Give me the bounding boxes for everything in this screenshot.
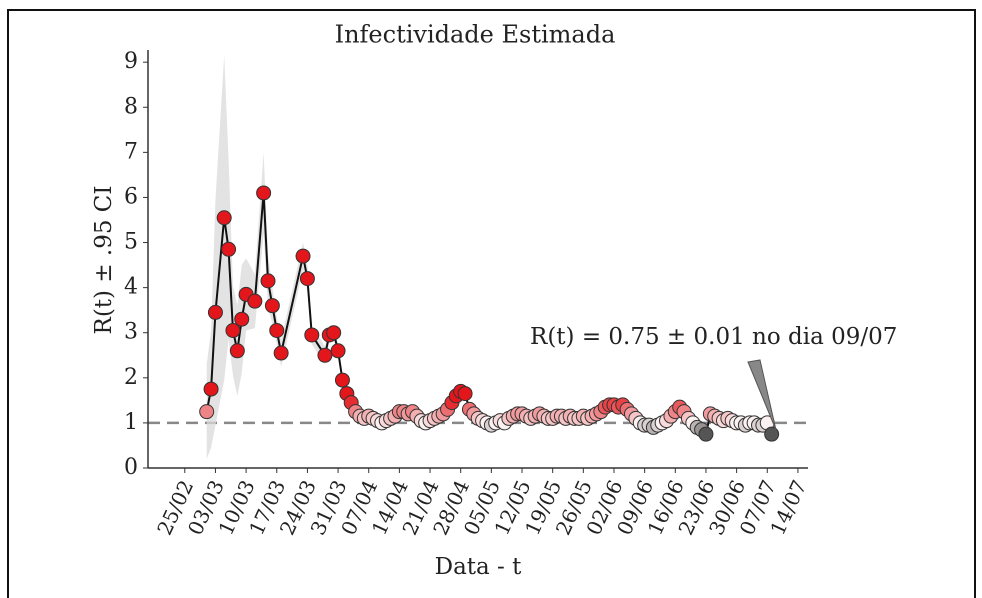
data-point: [764, 426, 780, 442]
annotation: R(t) = 0.75 ± 0.01 no dia 09/07: [530, 324, 897, 350]
y-tick-label: 5: [124, 230, 138, 255]
data-point: [273, 345, 289, 361]
frame: [7, 9, 976, 598]
y-tick-label: 1: [124, 410, 138, 435]
data-point: [269, 322, 285, 338]
y-tick-label: 7: [124, 139, 138, 164]
data-point: [229, 343, 245, 359]
data-point: [698, 426, 714, 442]
data-point: [330, 343, 346, 359]
annotation-arrow: [747, 359, 777, 431]
data-point: [234, 311, 250, 327]
y-tick-label: 8: [124, 94, 138, 119]
data-point: [295, 248, 311, 264]
y-tick-label: 2: [124, 365, 138, 390]
data-point: [326, 325, 342, 341]
y-axis-label: R(t) ± .95 CI: [91, 186, 117, 335]
data-point: [207, 304, 223, 320]
data-point: [260, 273, 276, 289]
y-tick-label: 3: [124, 320, 138, 345]
y-tick-label: 9: [124, 49, 138, 74]
data-point: [225, 322, 241, 338]
data-point: [247, 293, 263, 309]
data-point: [203, 381, 219, 397]
data-point: [317, 347, 333, 363]
data-point: [264, 298, 280, 314]
chart-title: Infectividade Estimada: [335, 21, 616, 49]
data-point: [216, 210, 232, 226]
data-point: [457, 386, 473, 402]
y-tick-label: 4: [124, 275, 138, 300]
data-point: [221, 241, 237, 257]
data-point: [256, 185, 272, 201]
x-axis-label: Data - t: [435, 554, 523, 580]
data-point: [199, 404, 215, 420]
data-point: [304, 327, 320, 343]
y-tick-label: 0: [124, 455, 138, 480]
data-point: [299, 271, 315, 287]
data-point: [334, 372, 350, 388]
y-tick-label: 6: [124, 184, 138, 209]
